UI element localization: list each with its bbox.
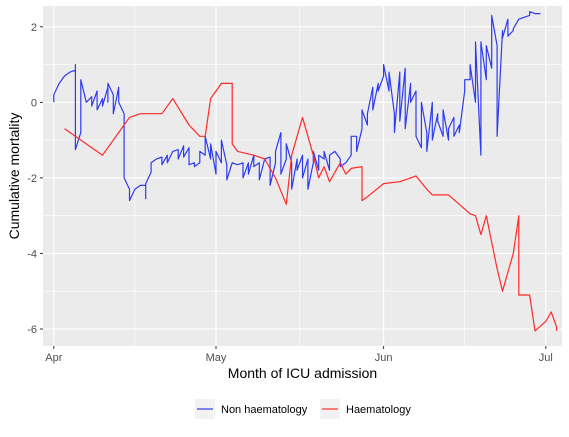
legend-label: Non haematology [221,404,308,416]
y-tick-label: 0 [31,97,37,109]
y-tick-label: -2 [27,173,37,185]
x-axis: Apr May Jun Jul [45,346,553,364]
x-tick-label: May [206,352,227,364]
legend-label: Haematology [346,404,411,416]
x-tick-label: Jul [539,352,553,364]
x-axis-title: Month of ICU admission [228,365,377,381]
legend: Non haematology Haematology [195,399,411,419]
x-tick-label: Jun [375,352,393,364]
grid-minor [43,6,562,346]
series-line-haematology [64,82,558,332]
y-tick-label: 2 [31,22,37,34]
y-axis: 2 0 -2 -4 -6 [27,22,43,336]
y-tick-label: -4 [27,248,37,260]
series-line-non-haematology [53,11,541,202]
x-tick-label: Apr [45,352,62,364]
y-tick-label: -6 [27,324,37,336]
y-axis-title: Cumulative mortality [6,113,22,240]
series-layer [53,11,558,332]
